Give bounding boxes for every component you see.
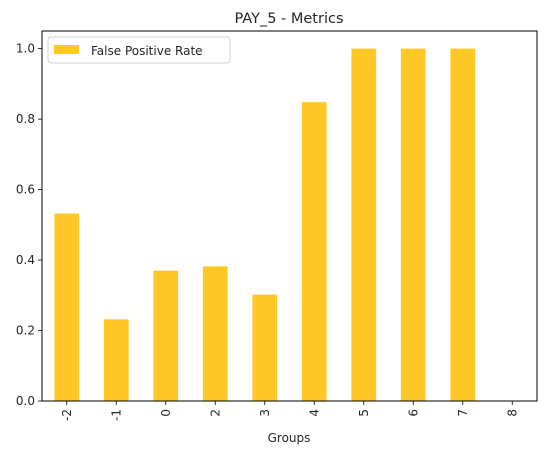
y-tick-label: 0.2 [16,324,35,338]
x-axis-label: Groups [268,431,311,445]
bar-7 [450,48,476,402]
x-tick-label: 0 [159,409,173,417]
bar--2 [54,213,80,401]
x-tick-label: 5 [357,409,371,417]
x-axis: -2 -1 0 2 3 4 5 6 7 8 [60,401,519,421]
x-tick-label: 3 [258,409,272,417]
bar-2 [202,266,228,401]
x-tick-label: 4 [307,409,321,417]
y-tick-label: 0.8 [16,112,35,126]
legend-frame [47,36,231,64]
legend: False Positive Rate [47,36,231,64]
y-axis: 0.0 0.2 0.4 0.6 0.8 1.0 [16,42,42,408]
bar-0 [153,270,179,401]
x-tick-label: 7 [456,409,470,417]
y-tick-label: 0.6 [16,183,35,197]
bar-4 [301,102,327,402]
x-tick-label: 8 [505,409,519,417]
legend-swatch [54,45,79,54]
y-tick-label: 1.0 [16,42,35,56]
y-tick-label: 0.4 [16,253,35,267]
bar-3 [252,294,278,401]
bar--1 [103,319,129,401]
x-tick-label: 6 [406,409,420,417]
bar-6 [400,48,426,402]
x-tick-label: -2 [60,409,74,421]
plot-area [41,30,538,402]
x-tick-label: 2 [208,409,222,417]
y-tick-label: 0.0 [16,394,35,408]
x-tick-label: -1 [109,409,123,421]
bar-5 [351,48,377,402]
chart-title: PAY_5 - Metrics [234,11,343,27]
plot-frame [41,30,538,402]
legend-label: False Positive Rate [91,44,203,58]
